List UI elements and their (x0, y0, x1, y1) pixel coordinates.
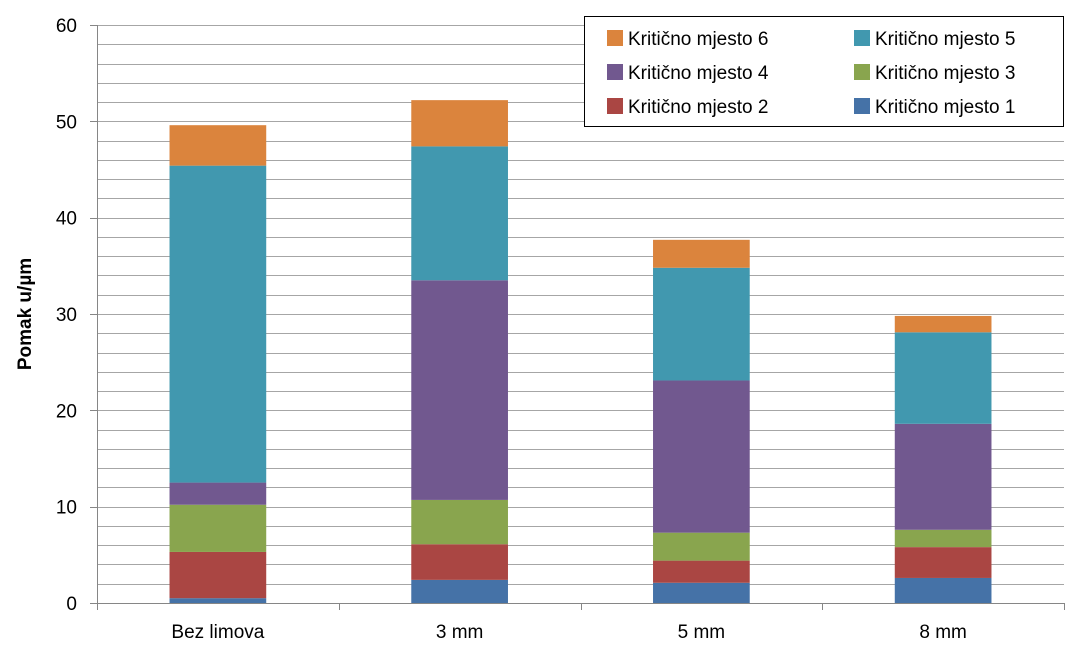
y-tick-label: 60 (56, 16, 77, 37)
y-tick-label: 50 (56, 112, 77, 133)
bar-segment (411, 146, 508, 281)
bar-segment (411, 100, 508, 147)
legend-swatch (607, 98, 623, 114)
bar-segment (169, 598, 267, 603)
legend-label: Kritično mjesto 4 (628, 63, 769, 84)
bar-segment (411, 280, 508, 500)
legend: Kritično mjesto 6 Kritično mjesto 5 Kritič… (584, 16, 1064, 127)
bar-segment (653, 380, 750, 533)
y-axis-title: Pomak u/µm (15, 258, 36, 370)
bar-segment (894, 577, 992, 603)
bar-segment (169, 504, 267, 552)
legend-label: Kritično mjesto 2 (628, 97, 768, 118)
legend-label: Kritično mjesto 1 (875, 97, 1015, 118)
legend-label: Kritično mjesto 3 (875, 63, 1015, 84)
legend-box (584, 16, 1064, 127)
x-tick-label: 5 mm (678, 622, 726, 643)
bars (169, 100, 992, 603)
bar-segment (894, 423, 992, 530)
bar-segment (169, 165, 267, 483)
bar-segment (894, 332, 992, 424)
y-tick-label: 0 (66, 594, 77, 615)
legend-swatch (854, 98, 870, 114)
bar-segment (653, 582, 750, 603)
bar-segment (411, 579, 508, 603)
bar-segment (169, 125, 267, 166)
legend-swatch (607, 64, 623, 80)
bar-segment (894, 529, 992, 548)
bar-segment (169, 551, 267, 599)
legend-label: Kritično mjesto 5 (875, 29, 1015, 50)
legend-swatch (854, 64, 870, 80)
x-tick-label: 3 mm (436, 622, 484, 643)
bar-segment (653, 560, 750, 583)
legend-swatch (607, 30, 623, 46)
bar-segment (411, 544, 508, 580)
y-tick-label: 40 (56, 209, 77, 230)
bar-segment (411, 499, 508, 545)
axes: 0 10 20 30 40 50 60 Bez limova 3 mm 5 mm 8 mm (56, 16, 1065, 643)
legend-label: Kritično mjesto 6 (628, 29, 768, 50)
bar-segment (653, 532, 750, 561)
bar-segment (169, 482, 267, 505)
x-tick-label: Bez limova (171, 622, 264, 643)
bar-segment (653, 267, 750, 381)
y-tick-label: 30 (56, 305, 77, 326)
x-tick-label: 8 mm (919, 622, 967, 643)
bar-segment (894, 547, 992, 578)
bar-segment (653, 239, 750, 268)
bar-segment (894, 315, 992, 333)
y-tick-label: 20 (56, 401, 77, 422)
legend-swatch (854, 30, 870, 46)
y-tick-label: 10 (56, 498, 77, 519)
